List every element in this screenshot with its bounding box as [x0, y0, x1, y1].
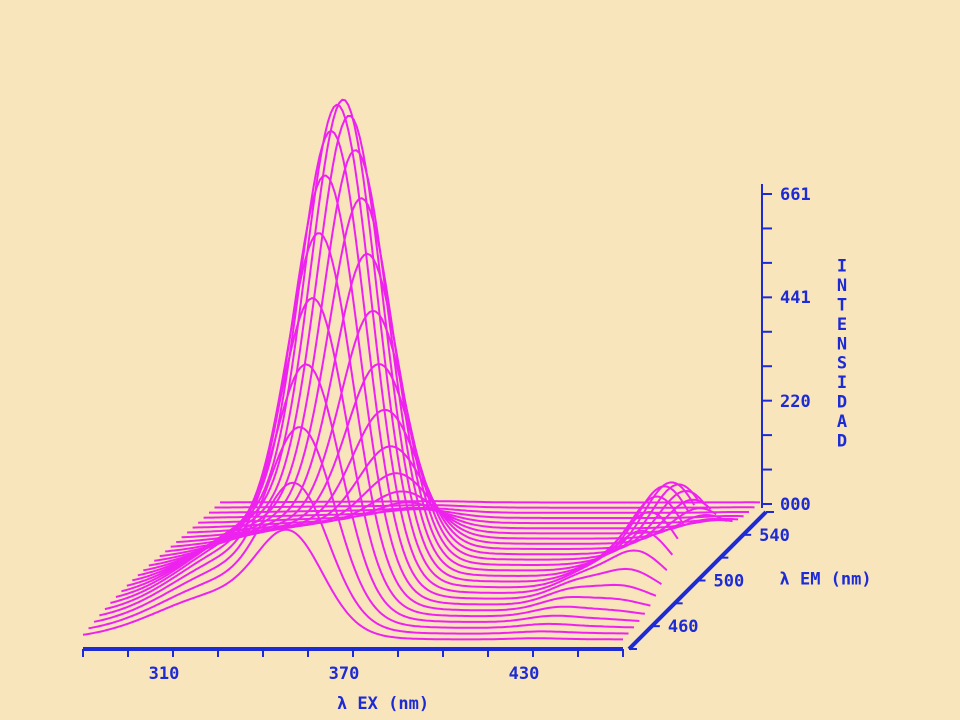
emission-curve: [110, 232, 651, 612]
ex-tick-label: 430: [509, 664, 540, 684]
emission-curve: [121, 129, 662, 600]
z-tick-label: 220: [780, 392, 811, 412]
emission-surface: [82, 98, 760, 641]
emission-curve: [82, 528, 623, 641]
emission-curve: [137, 115, 679, 583]
z-tick-label: 000: [780, 495, 811, 515]
emission-curve: [93, 426, 635, 629]
ex-axis-title: λ EX (nm): [337, 694, 429, 714]
emission-curve: [88, 481, 629, 635]
emission-curve: [104, 297, 645, 618]
emission-curve: [220, 500, 760, 504]
ex-tick-label: 370: [329, 664, 360, 684]
emission-curve: [148, 197, 690, 572]
em-tick-label: 460: [668, 617, 699, 637]
z-tick-label: 661: [780, 185, 811, 205]
chart-axes: 310 370 430 λ EX (nm) 460 500 540 λ EM (nm) 000 2…: [82, 184, 872, 714]
em-tick-label: 540: [759, 526, 790, 546]
emission-curve: [192, 501, 733, 530]
em-axis-title: λ EM (nm): [780, 570, 872, 590]
emission-curve: [99, 363, 640, 623]
z-tick-label: 441: [780, 288, 811, 308]
emission-curve: [115, 174, 657, 606]
em-tick-label: 500: [714, 572, 745, 592]
ex-tick-label: 310: [149, 664, 180, 684]
